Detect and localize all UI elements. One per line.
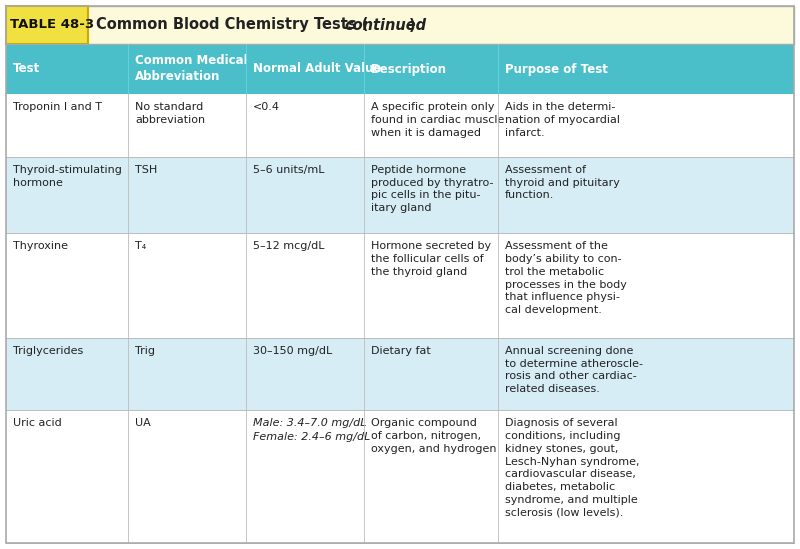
Text: 30–150 mg/dL: 30–150 mg/dL <box>253 346 332 356</box>
FancyBboxPatch shape <box>6 157 794 233</box>
Text: Thyroxine: Thyroxine <box>13 241 68 251</box>
Text: Normal Adult Value: Normal Adult Value <box>253 63 382 76</box>
Text: Triglycerides: Triglycerides <box>13 346 83 356</box>
Text: ): ) <box>409 18 416 32</box>
FancyBboxPatch shape <box>6 94 794 157</box>
Text: UA: UA <box>135 418 150 428</box>
Text: 5–6 units/mL: 5–6 units/mL <box>253 165 325 175</box>
FancyBboxPatch shape <box>6 44 794 94</box>
Text: Organic compound
of carbon, nitrogen,
oxygen, and hydrogen: Organic compound of carbon, nitrogen, ox… <box>371 418 497 454</box>
Text: Male: 3.4–7.0 mg/dL: Male: 3.4–7.0 mg/dL <box>253 418 366 428</box>
Text: Hormone secreted by
the follicular cells of
the thyroid gland: Hormone secreted by the follicular cells… <box>371 241 491 277</box>
Text: continued: continued <box>344 18 426 32</box>
FancyBboxPatch shape <box>6 338 794 410</box>
Text: TABLE 48-3: TABLE 48-3 <box>10 19 94 31</box>
Text: <0.4: <0.4 <box>253 102 280 112</box>
Text: Assessment of the
body’s ability to con-
trol the metabolic
processes in the bod: Assessment of the body’s ability to con-… <box>505 241 627 315</box>
Text: Diagnosis of several
conditions, including
kidney stones, gout,
Lesch-Nyhan synd: Diagnosis of several conditions, includi… <box>505 418 639 518</box>
Text: Annual screening done
to determine atheroscle-
rosis and other cardiac-
related : Annual screening done to determine ather… <box>505 346 643 394</box>
FancyBboxPatch shape <box>6 410 794 543</box>
Text: Trig: Trig <box>135 346 155 356</box>
FancyBboxPatch shape <box>6 6 88 44</box>
Text: TSH: TSH <box>135 165 158 175</box>
Text: T₄: T₄ <box>135 241 146 251</box>
Text: A specific protein only
found in cardiac muscle
when it is damaged: A specific protein only found in cardiac… <box>371 102 504 138</box>
Text: Common Blood Chemistry Tests (: Common Blood Chemistry Tests ( <box>96 18 368 32</box>
Text: Common Medical
Abbreviation: Common Medical Abbreviation <box>135 54 248 83</box>
Text: Assessment of
thyroid and pituitary
function.: Assessment of thyroid and pituitary func… <box>505 165 620 200</box>
Text: Troponin I and T: Troponin I and T <box>13 102 102 112</box>
Text: No standard
abbreviation: No standard abbreviation <box>135 102 205 125</box>
FancyBboxPatch shape <box>6 233 794 338</box>
Text: 5–12 mcg/dL: 5–12 mcg/dL <box>253 241 325 251</box>
FancyBboxPatch shape <box>6 6 794 44</box>
Text: Uric acid: Uric acid <box>13 418 62 428</box>
Text: Female: 2.4–6 mg/dL: Female: 2.4–6 mg/dL <box>253 432 370 442</box>
Text: Aids in the determi-
nation of myocardial
infarct.: Aids in the determi- nation of myocardia… <box>505 102 620 138</box>
Text: Description: Description <box>371 63 447 76</box>
Text: Test: Test <box>13 63 40 76</box>
Text: Dietary fat: Dietary fat <box>371 346 430 356</box>
Text: Purpose of Test: Purpose of Test <box>505 63 608 76</box>
Text: Peptide hormone
produced by thyratro-
pic cells in the pitu-
itary gland: Peptide hormone produced by thyratro- pi… <box>371 165 494 213</box>
Text: Thyroid-stimulating
hormone: Thyroid-stimulating hormone <box>13 165 122 188</box>
